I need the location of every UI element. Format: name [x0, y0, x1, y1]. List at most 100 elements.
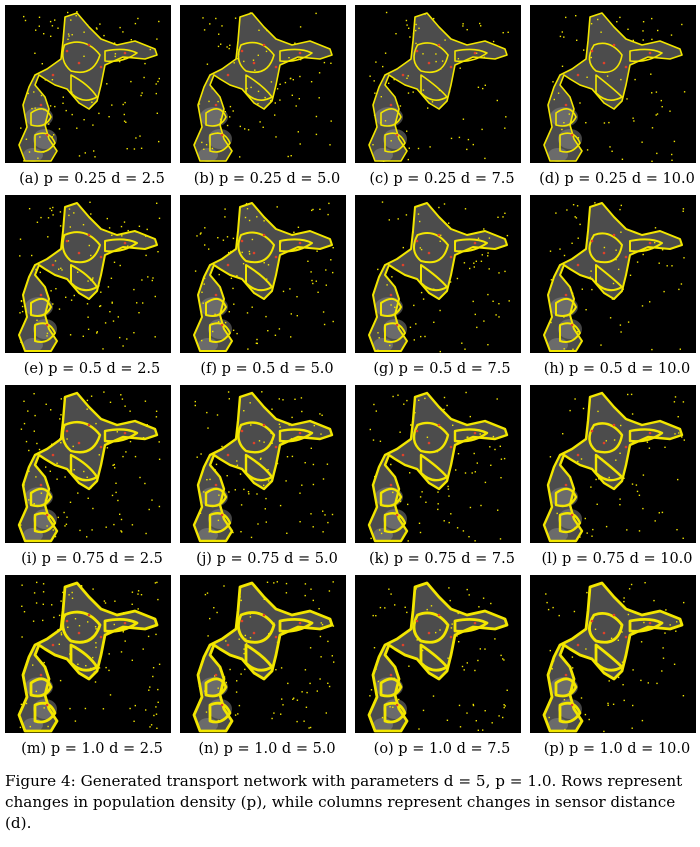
- network-image: [180, 5, 346, 163]
- network-loop: [237, 421, 276, 454]
- network-loop: [70, 74, 98, 101]
- food-sources: [389, 43, 477, 137]
- network-loop: [244, 453, 274, 482]
- network-loop: [420, 74, 448, 101]
- transport-network: [17, 581, 159, 733]
- network-speckles: [369, 11, 509, 162]
- transport-network: [543, 12, 683, 162]
- network-loop: [69, 453, 99, 482]
- network-image: [530, 575, 696, 733]
- transport-network: [367, 391, 509, 543]
- network-image: [530, 5, 696, 163]
- network-loop: [383, 512, 407, 534]
- network-image: [530, 385, 696, 543]
- network-loop: [29, 677, 53, 698]
- network-loop: [204, 487, 228, 508]
- figure-panel: (i) p = 0.75 d = 2.5: [5, 385, 179, 569]
- transport-network: [18, 12, 158, 162]
- food-sources: [389, 613, 477, 707]
- network-loop: [244, 643, 274, 672]
- transport-network: [193, 202, 333, 352]
- food-sources: [564, 43, 652, 137]
- panel-caption: (c) p = 0.25 d = 7.5: [369, 171, 515, 187]
- network-loop: [30, 108, 52, 127]
- network-loop: [413, 232, 449, 264]
- panel-caption: (g) p = 0.5 d = 7.5: [373, 361, 511, 377]
- network-image: [180, 195, 346, 353]
- network-loop: [558, 512, 582, 534]
- transport-network: [17, 391, 159, 543]
- network-outline: [18, 202, 158, 352]
- network-loop: [61, 420, 102, 454]
- panel-caption: (j) p = 0.75 d = 5.0: [196, 551, 338, 567]
- network-loop: [104, 48, 138, 63]
- network-loop: [594, 453, 624, 482]
- network-image: [355, 5, 521, 163]
- network-outline: [17, 391, 159, 543]
- network-loop: [588, 232, 623, 264]
- network-loop: [379, 487, 403, 508]
- network-loop: [380, 297, 402, 317]
- network-loop: [559, 322, 581, 343]
- panel-caption: (h) p = 0.5 d = 10.0: [543, 361, 691, 377]
- network-image: [5, 195, 171, 353]
- network-image: [355, 385, 521, 543]
- network-outline: [367, 391, 509, 543]
- figure-panel: (n) p = 1.0 d = 5.0: [180, 575, 354, 759]
- network-loop: [419, 453, 449, 482]
- figure-panel: (c) p = 0.25 d = 7.5: [355, 5, 529, 189]
- network-speckles: [20, 11, 160, 162]
- figure-caption: Figure 4: Generated transport network wi…: [5, 771, 695, 834]
- network-image: [180, 575, 346, 733]
- panel-caption: (b) p = 0.25 d = 5.0: [193, 171, 341, 187]
- network-loop: [588, 42, 623, 74]
- network-loop: [30, 297, 52, 317]
- network-loop: [205, 108, 227, 127]
- transport-network: [543, 202, 683, 352]
- figure-panel: (p) p = 1.0 d = 10.0: [530, 575, 700, 759]
- network-loop: [419, 643, 449, 672]
- network-loop: [558, 701, 582, 724]
- network-loop: [103, 618, 139, 633]
- network-outline: [367, 581, 509, 733]
- network-outline: [542, 391, 684, 543]
- food-sources: [39, 43, 127, 137]
- network-image: [5, 5, 171, 163]
- network-loop: [237, 611, 276, 644]
- network-loop: [237, 231, 275, 264]
- network-loop: [29, 487, 53, 508]
- figure-panel: (m) p = 1.0 d = 2.5: [5, 575, 179, 759]
- network-loop: [245, 74, 273, 101]
- panel-caption: (i) p = 0.75 d = 2.5: [21, 551, 163, 567]
- transport-network: [368, 12, 508, 162]
- network-loop: [278, 618, 314, 633]
- panel-caption: (l) p = 0.75 d = 10.0: [541, 551, 693, 567]
- food-sources: [389, 423, 477, 517]
- figure-panel: (o) p = 1.0 d = 7.5: [355, 575, 529, 759]
- figure-panel: (d) p = 0.25 d = 10.0: [530, 5, 700, 189]
- network-outline: [543, 202, 683, 352]
- network-loop: [628, 618, 664, 633]
- transport-network: [542, 581, 684, 733]
- panel-caption: (m) p = 1.0 d = 2.5: [21, 741, 163, 757]
- network-loop: [209, 322, 231, 343]
- food-sources: [564, 613, 652, 707]
- food-sources: [39, 233, 127, 327]
- network-loop: [454, 238, 488, 253]
- network-speckles: [194, 202, 334, 350]
- figure-panel: (k) p = 0.75 d = 7.5: [355, 385, 529, 569]
- network-loop: [33, 701, 57, 724]
- network-loop: [559, 132, 581, 153]
- network-loop: [555, 297, 577, 317]
- network-loop: [383, 701, 407, 724]
- network-image: [355, 575, 521, 733]
- food-sources: [214, 233, 302, 327]
- network-loop: [208, 512, 232, 534]
- panel-caption: (a) p = 0.25 d = 2.5: [19, 171, 165, 187]
- network-loop: [208, 701, 232, 724]
- figure-panel: (l) p = 0.75 d = 10.0: [530, 385, 700, 569]
- transport-network: [192, 391, 334, 543]
- food-sources: [214, 423, 302, 517]
- panel-caption: (d) p = 0.25 d = 10.0: [539, 171, 695, 187]
- network-speckles: [194, 12, 332, 158]
